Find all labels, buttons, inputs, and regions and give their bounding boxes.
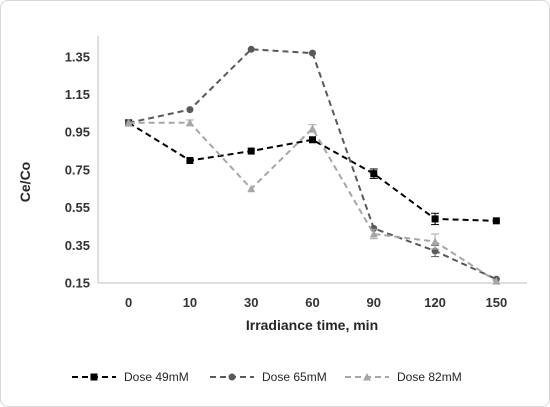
x-axis-title: Irradiance time, min — [246, 317, 378, 333]
legend-label: Dose 82mM — [397, 370, 462, 384]
y-axis-title: Ce/Co — [17, 162, 33, 202]
data-point — [431, 215, 439, 223]
x-tick-label: 30 — [244, 295, 258, 310]
x-tick-label: 90 — [367, 295, 381, 310]
data-point — [431, 237, 440, 246]
series-line — [128, 48, 497, 281]
y-axis-ticks: 0.15 0.35 0.55 0.75 0.95 1.15 1.35 — [65, 49, 90, 290]
x-tick-label: 150 — [486, 295, 508, 310]
legend-marker — [363, 373, 371, 381]
data-point — [309, 136, 316, 144]
data-point — [309, 49, 316, 57]
x-tick-label: 120 — [424, 295, 446, 310]
y-tick-label: 0.35 — [65, 238, 90, 253]
x-tick-label: 0 — [125, 295, 132, 310]
x-axis-ticks: 0 10 30 60 90 120 150 — [125, 295, 507, 310]
data-point — [124, 118, 133, 127]
series-1 — [125, 119, 500, 226]
x-tick-label: 60 — [305, 295, 319, 310]
series-line — [128, 121, 497, 282]
legend-label: Dose 49mM — [124, 370, 189, 384]
data-point — [247, 184, 256, 193]
data-point — [247, 45, 255, 53]
data-point — [247, 147, 255, 155]
y-tick-label: 0.75 — [65, 162, 90, 177]
y-tick-label: 0.95 — [65, 125, 90, 140]
legend-label: Dose 65mM — [262, 370, 327, 384]
y-tick-label: 0.55 — [65, 200, 90, 215]
data-point — [492, 277, 501, 285]
y-tick-label: 0.15 — [65, 276, 90, 291]
series-layer — [124, 45, 501, 285]
data-point — [186, 106, 194, 114]
legend-marker — [228, 373, 236, 381]
legend: Dose 49mM Dose 65mM Dose 82mM — [72, 370, 462, 384]
legend-item: Dose 49mM — [72, 370, 189, 384]
data-point — [369, 230, 378, 238]
legend-item: Dose 82mM — [345, 370, 462, 384]
x-tick-label: 10 — [183, 295, 197, 310]
series-3 — [124, 118, 501, 285]
data-point — [370, 170, 378, 178]
y-tick-label: 1.15 — [65, 87, 90, 102]
data-point — [492, 217, 500, 225]
legend-marker — [90, 373, 98, 381]
data-point — [186, 157, 194, 164]
data-point — [185, 118, 194, 127]
axes — [97, 36, 527, 284]
data-point — [308, 124, 317, 132]
y-tick-label: 1.35 — [65, 49, 90, 64]
legend-item: Dose 65mM — [210, 370, 327, 384]
